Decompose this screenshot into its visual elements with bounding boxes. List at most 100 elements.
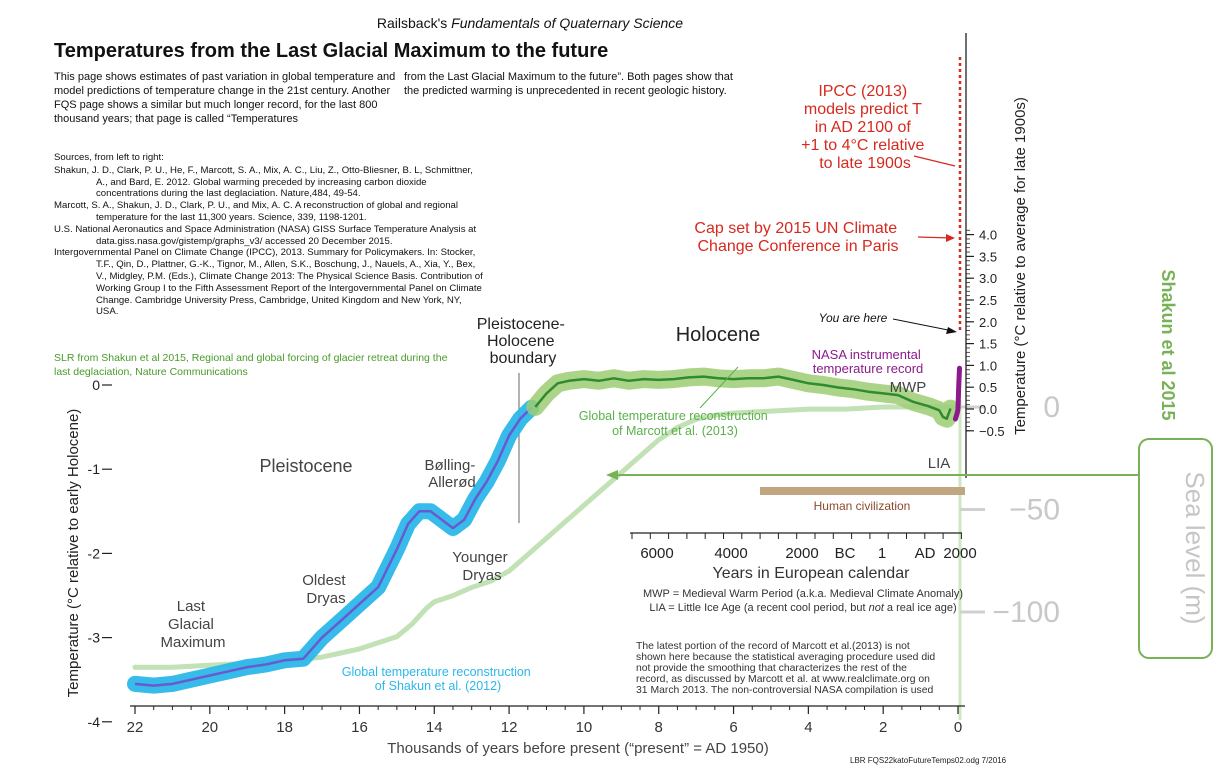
paris-annotation-line-1: Cap set by 2015 UN Climate — [694, 220, 897, 237]
sea-level-layer: 0 −50 −100 — [132, 391, 1060, 720]
sea-level-line — [132, 404, 961, 670]
calendar-tick-6000: 6000 — [640, 545, 673, 562]
y-tick-label-2: -2 — [88, 545, 101, 561]
sea-tick-label-1: −50 — [1009, 494, 1060, 527]
lia-note-em: not — [869, 602, 885, 614]
note-line-1: The latest portion of the record of Marc… — [636, 641, 910, 652]
paris-arrowhead — [946, 234, 955, 242]
nasa-instrumental-line — [952, 365, 962, 422]
source-ref-ipcc: Intergovernmental Panel on Climate Chang… — [54, 247, 483, 318]
ipcc-annotation-line-4: +1 to 4°C relative — [801, 137, 924, 154]
y-tick-label-4: -4 — [88, 714, 101, 730]
holocene-label: Holocene — [676, 324, 761, 346]
calendar-tick-2000ad: 2000 — [943, 545, 976, 562]
lia-note-pre: LIA = Little Ice Age (a recent cool peri… — [649, 602, 868, 614]
marcott-label-leader — [699, 366, 739, 409]
oldest-dryas-label: Oldest Dryas — [302, 572, 350, 607]
sea-level-axis-title: Sea level (m) — [1180, 471, 1210, 624]
lia-label: LIA — [928, 455, 951, 472]
x-tick-label-20: 20 — [201, 719, 218, 736]
lgm-line-2: Glacial — [168, 616, 214, 633]
right-tick-label-5: 1.5 — [979, 337, 997, 352]
right-tick-label-9: −0.5 — [979, 424, 1005, 439]
shakun-label-line-2: of Shakun et al. (2012) — [375, 679, 501, 693]
sea-tick-label-2: −100 — [992, 596, 1060, 629]
sea-level-pointer-head — [606, 470, 618, 480]
mwp-note: MWP = Medieval Warm Period (a.k.a. Medie… — [643, 588, 963, 600]
note-line-4: record, as discussed by Marcott et al. a… — [636, 674, 930, 685]
right-tick-label-7: 0.5 — [979, 380, 997, 395]
lgm-label: Last Glacial Maximum — [160, 598, 225, 651]
lgm-line-1: Last — [177, 598, 206, 615]
shakun-series-label: Global temperature reconstruction of Sha… — [342, 665, 534, 693]
paris-annotation: Cap set by 2015 UN Climate Change Confer… — [694, 220, 901, 255]
younger-dryas-line-1: Younger — [452, 549, 507, 566]
x-tick-label-16: 16 — [351, 719, 368, 736]
x-tick-label-8: 8 — [655, 719, 663, 736]
x-tick-label-22: 22 — [127, 719, 144, 736]
bolling-label-line-1: Bølling- — [424, 457, 475, 474]
intro-paragraph-1: This page shows estimates of past variat… — [54, 71, 396, 125]
ipcc-annotation-line-1: IPCC (2013) — [818, 83, 907, 100]
x-tick-label-4: 4 — [804, 719, 812, 736]
marcott-reconstruction-line — [534, 375, 952, 420]
oldest-dryas-line-1: Oldest — [302, 572, 346, 589]
bolling-allerod-label: Bølling- Allerød — [424, 457, 479, 491]
sea-level-ticks: 0 −50 −100 — [960, 391, 1060, 629]
x-tick-label-2: 2 — [879, 719, 887, 736]
shakun-label-line-1: Global temperature reconstruction — [342, 665, 531, 679]
marcott-note-paragraph: The latest portion of the record of Marc… — [636, 641, 935, 696]
header-book-title: Fundamentals of Quaternary Science — [451, 15, 684, 31]
calendar-tick-bc: BC — [835, 545, 856, 562]
calendar-tick-2000bc: 2000 — [785, 545, 818, 562]
sea-tick-label-0: 0 — [1043, 391, 1060, 424]
lia-note-post: a real ice age) — [884, 602, 957, 614]
y-axis-title-left: Temperature (°C relative to early Holoce… — [65, 409, 82, 698]
x-axis-ticks: 22 20 18 16 14 12 10 8 6 4 2 0 — [127, 706, 962, 736]
source-ref-marcott: Marcott, S. A., Shakun, J. D., Clark, P.… — [54, 200, 459, 223]
footer-credit: LBR FQS22katoFutureTemps02.odg 7/2016 — [850, 756, 1007, 765]
ipcc-annotation-line-2: models predict T — [804, 101, 922, 118]
calendar-axis-title: Years in European calendar — [713, 565, 911, 582]
ipcc-annotation-line-3: in AD 2100 of — [815, 119, 912, 136]
younger-dryas-label: Younger Dryas — [452, 549, 512, 584]
right-tick-label-2: 3.0 — [979, 271, 997, 286]
boundary-label-line-1: Pleistocene- — [477, 316, 565, 333]
calendar-axis-ticks — [631, 533, 962, 539]
x-tick-label-6: 6 — [729, 719, 737, 736]
right-tick-label-1: 3.5 — [979, 249, 997, 264]
x-tick-label-18: 18 — [276, 719, 293, 736]
bolling-label-line-2: Allerød — [428, 474, 476, 491]
you-are-here-arrow — [892, 318, 954, 332]
right-tick-label-3: 2.5 — [979, 293, 997, 308]
source-ref-shakun: Shakun, J. D., Clark, P. U., He, F., Mar… — [54, 164, 473, 200]
nasa-label: NASA instrumental temperature record — [812, 347, 925, 376]
right-tick-label-4: 2.0 — [979, 315, 997, 330]
right-tick-label-6: 1.0 — [979, 358, 997, 373]
slr-source-note: SLR from Shakun et al 2015, Regional and… — [54, 352, 448, 378]
ipcc-arrow — [913, 155, 956, 167]
you-are-here-arrowhead — [946, 327, 957, 334]
paris-annotation-line-2: Change Conference in Paris — [697, 238, 898, 255]
x-axis-title: Thousands of years before present (“pres… — [387, 740, 768, 757]
header-citation: Railsback's Fundamentals of Quaternary S… — [0, 15, 1060, 31]
calendar-tick-4000: 4000 — [714, 545, 747, 562]
boundary-label: Pleistocene- Holocene boundary — [477, 316, 570, 367]
sources-list: Sources, from left to right: Shakun, J. … — [54, 152, 484, 318]
x-tick-label-10: 10 — [576, 719, 593, 736]
x-tick-label-12: 12 — [501, 719, 518, 736]
header-prefix: Railsback's — [376, 15, 452, 31]
marcott-label-line-2: of Marcott et al. (2013) — [612, 424, 738, 438]
note-line-3: not provide the smoothing that character… — [636, 663, 907, 674]
sources-heading: Sources, from left to right: — [54, 152, 164, 163]
shakun-2015-vertical-label: Shakun et al 2015 — [1158, 269, 1178, 420]
oldest-dryas-line-2: Dryas — [306, 590, 345, 607]
you-are-here-label: You are here — [819, 311, 888, 325]
mwp-label: MWP — [890, 379, 927, 396]
right-axis-ticks: 4.0 3.5 3.0 2.5 2.0 1.5 1.0 0.5 0.0 −0.5 — [966, 228, 1005, 439]
ipcc-annotation-line-5: to late 1900s — [819, 155, 911, 172]
marcott-label-line-1: Global temperature reconstruction — [579, 409, 768, 423]
calendar-tick-ad: AD — [915, 545, 936, 562]
shakun-reconstruction-line — [134, 406, 533, 687]
